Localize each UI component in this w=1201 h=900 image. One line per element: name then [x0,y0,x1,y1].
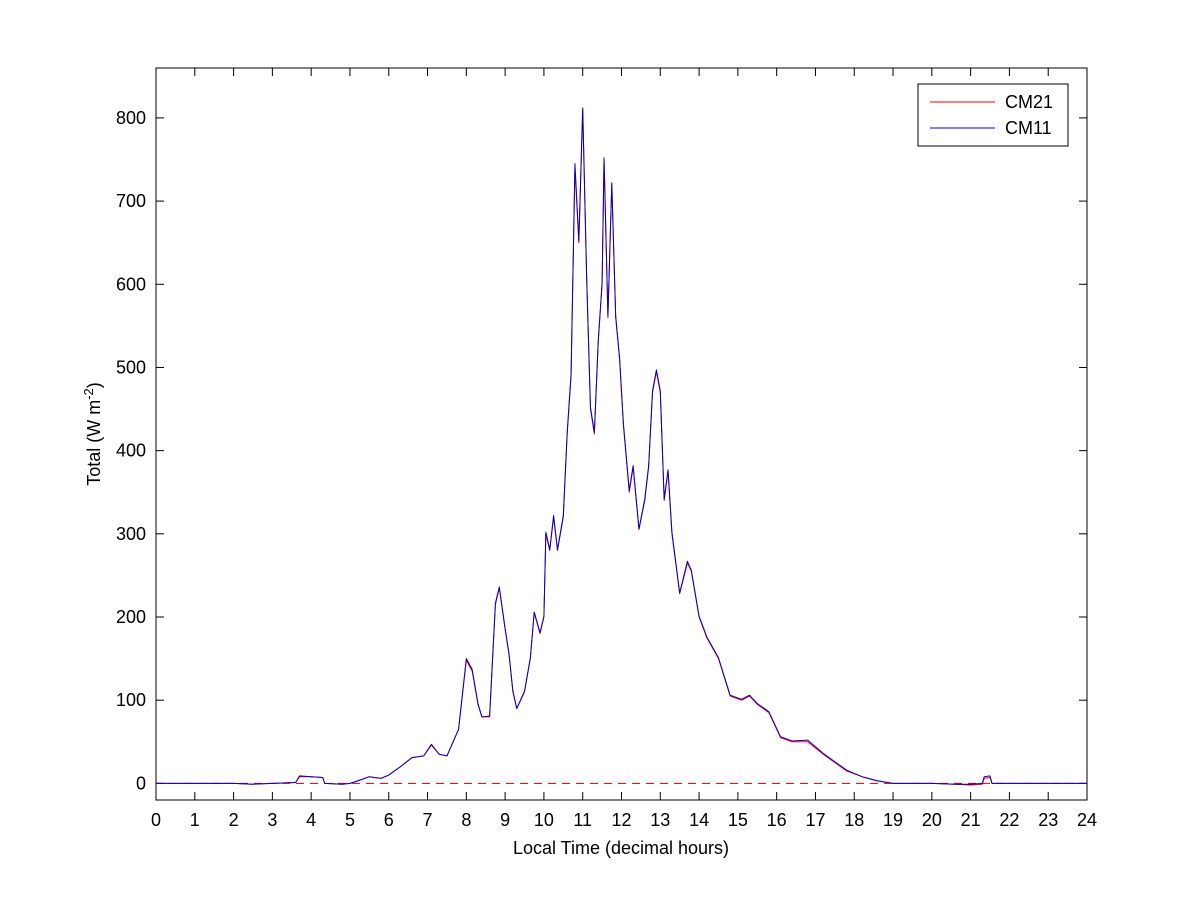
x-tick-label: 7 [423,810,433,830]
legend-label-cm21: CM21 [1005,92,1053,112]
y-axis-label-main: Total (W m [84,400,104,486]
y-tick-label: 200 [116,607,146,627]
series-line-cm11 [156,107,1087,785]
x-tick-label: 0 [151,810,161,830]
x-tick-label: 8 [461,810,471,830]
plot-area [155,67,1088,801]
x-tick-label: 10 [534,810,554,830]
y-tick-label: 600 [116,274,146,294]
x-tick-label: 21 [961,810,981,830]
y-axis-label-sup: -2 [81,388,96,400]
legend-box [917,83,1069,147]
x-tick-label: 17 [805,810,825,830]
y-tick-label: 0 [136,773,146,793]
y-tick-label: 300 [116,524,146,544]
legend: CM21 CM11 [917,83,1069,147]
x-tick-label: 11 [573,810,592,830]
x-tick-label: 24 [1077,810,1097,830]
x-tick-label: 15 [728,810,748,830]
x-tick-label: 3 [267,810,277,830]
x-tick-label: 9 [500,810,510,830]
x-axis-label: Local Time (decimal hours) [513,838,729,858]
x-tick-label: 6 [384,810,394,830]
x-axis-ticks: 0 1 2 3 4 5 6 7 8 9 10 11 12 13 14 15 16 17 18 19 20 21 22 23 24 [151,68,1097,830]
series-layer [156,107,1087,786]
y-tick-label: 100 [116,690,146,710]
x-tick-label: 5 [345,810,355,830]
y-tick-label: 500 [116,357,146,377]
x-tick-label: 16 [767,810,787,830]
y-tick-label: 800 [116,108,146,128]
legend-label-cm11: CM11 [1005,118,1052,138]
x-tick-label: 12 [611,810,631,830]
x-tick-label: 14 [689,810,709,830]
x-tick-label: 19 [883,810,903,830]
y-tick-label: 700 [116,191,146,211]
x-tick-label: 13 [650,810,670,830]
y-axis-ticks: 0 100 200 300 400 500 600 700 800 [116,108,1087,793]
x-tick-label: 4 [306,810,316,830]
x-tick-label: 22 [999,810,1019,830]
x-tick-label: 1 [190,810,200,830]
y-tick-label: 400 [116,441,146,461]
x-tick-label: 18 [844,810,864,830]
y-axis-label-close: ) [84,382,104,388]
y-axis-label: Total (W m-2) [81,382,104,486]
x-tick-label: 23 [1038,810,1058,830]
x-tick-label: 2 [229,810,239,830]
x-tick-label: 20 [922,810,942,830]
